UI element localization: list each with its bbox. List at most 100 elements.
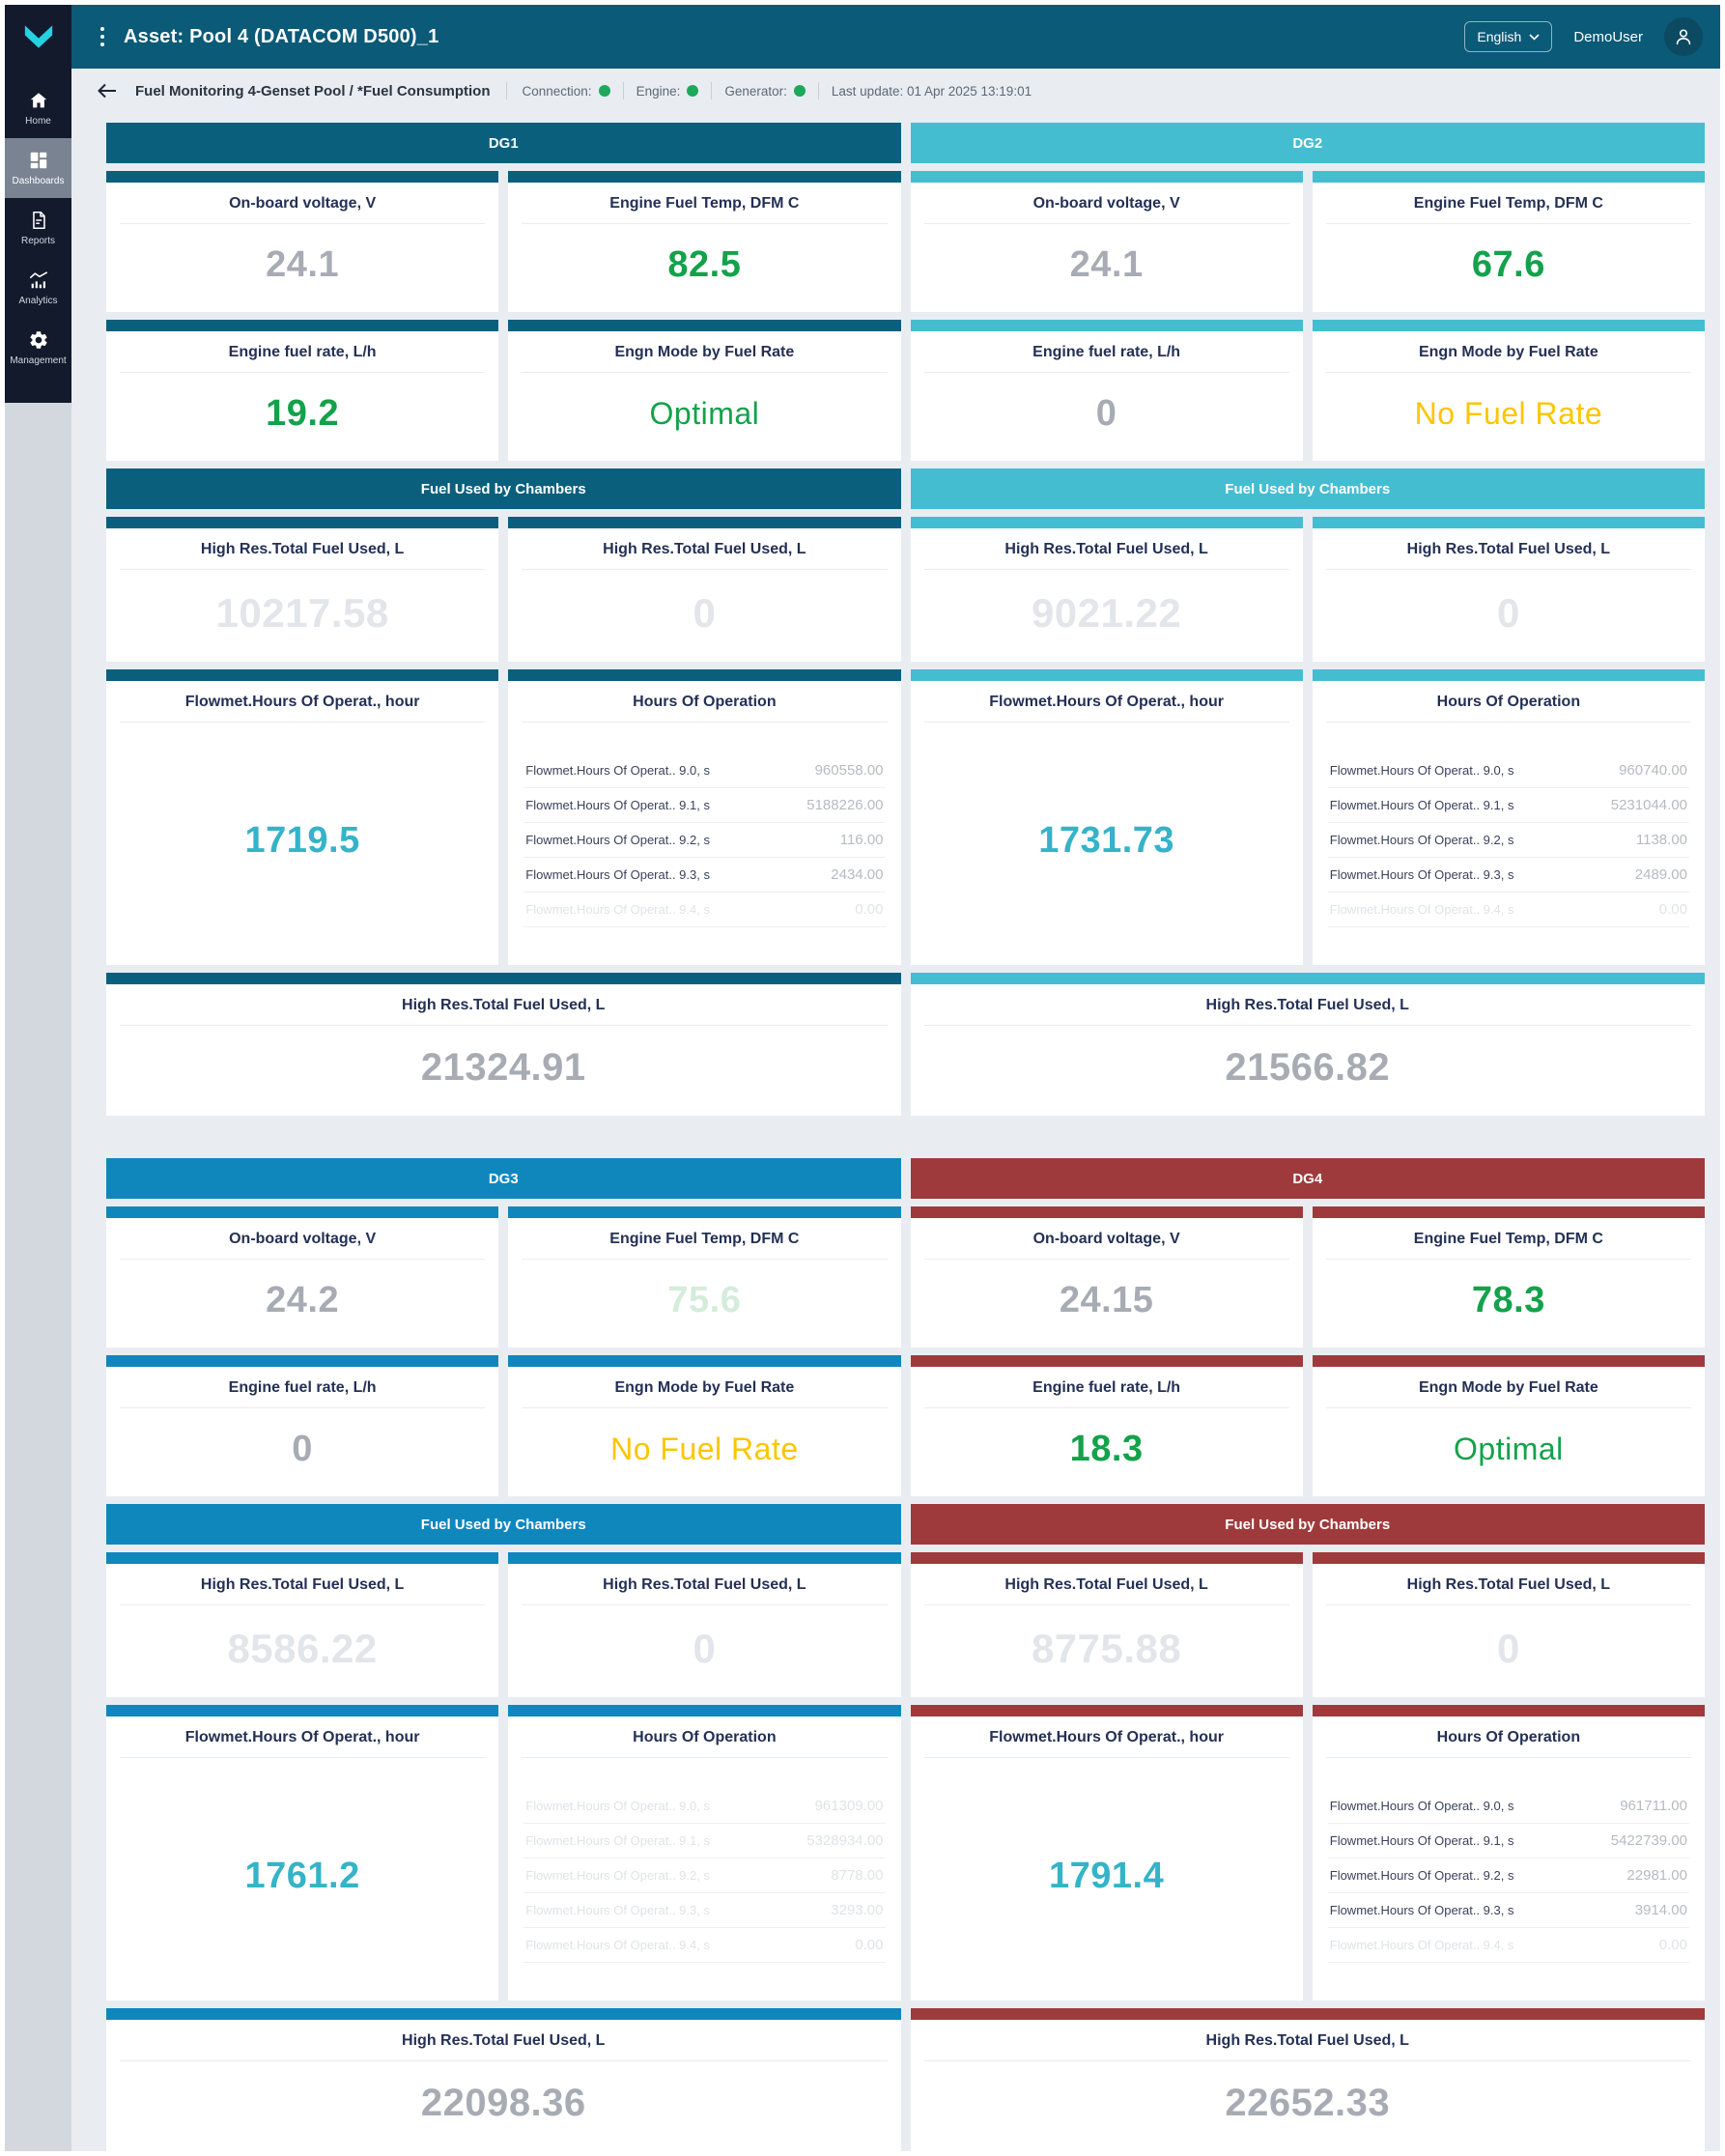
total-fuel-value: 22652.33 <box>1225 2082 1391 2124</box>
tile-color-strip <box>106 517 499 528</box>
hours-row-label: Flowmet.Hours Of Operat.. 9.0, s <box>1329 1798 1514 1813</box>
back-button[interactable] <box>93 78 122 103</box>
chamber1-fuel-tile: High Res.Total Fuel Used, L 8586.22 <box>106 1552 499 1697</box>
tile-title: High Res.Total Fuel Used, L <box>923 984 1691 1026</box>
voltage-value: 24.1 <box>266 244 340 285</box>
hours-row-value: 3914.00 <box>1634 1901 1687 1918</box>
tile-title: Engine Fuel Temp, DFM C <box>522 1218 888 1260</box>
chamber1-fuel-tile: High Res.Total Fuel Used, L 8775.88 <box>910 1552 1303 1697</box>
hours-row-value: 1138.00 <box>1635 831 1687 848</box>
tile-color-strip <box>508 669 901 681</box>
reports-icon <box>32 211 45 230</box>
fuel-temp-value: 75.6 <box>667 1280 742 1320</box>
hours-row-label: Flowmet.Hours Of Operat.. 9.2, s <box>525 832 710 847</box>
tile-title: High Res.Total Fuel Used, L <box>522 528 888 570</box>
hours-row-value: 0.00 <box>855 900 884 918</box>
hours-row-label: Flowmet.Hours Of Operat.. 9.2, s <box>1329 1867 1514 1883</box>
hours-row: Flowmet.Hours Of Operat.. 9.4, s 0.00 <box>523 1928 886 1963</box>
tile-title: Engn Mode by Fuel Rate <box>522 1367 888 1408</box>
sidebar-item-analytics[interactable]: Analytics <box>5 258 71 318</box>
tile-color-strip <box>910 1705 1303 1716</box>
genset-grid: DG1 On-board voltage, V 24.1 Engine Fuel… <box>106 123 1705 2151</box>
hours-row-label: Flowmet.Hours Of Operat.. 9.4, s <box>1329 901 1514 917</box>
tile-color-strip <box>910 669 1303 681</box>
hours-of-operation-tile: Hours Of Operation Flowmet.Hours Of Oper… <box>1312 669 1705 965</box>
last-update: Last update: 01 Apr 2025 13:19:01 <box>831 83 1032 99</box>
sidebar-item-management[interactable]: Management <box>5 318 71 378</box>
tile-color-strip <box>106 1206 499 1218</box>
tile-title: Flowmet.Hours Of Operat., hour <box>120 681 486 723</box>
flowmeter-hours-value: 1731.73 <box>1038 820 1175 861</box>
hours-row-label: Flowmet.Hours Of Operat.. 9.4, s <box>525 1937 710 1952</box>
hours-row-label: Flowmet.Hours Of Operat.. 9.3, s <box>1329 866 1514 882</box>
hours-row-label: Flowmet.Hours Of Operat.. 9.3, s <box>525 866 710 882</box>
hours-row: Flowmet.Hours Of Operat.. 9.4, s 0.00 <box>523 893 886 927</box>
fuel-rate-value: 19.2 <box>266 393 340 434</box>
genset-panel: DG3 On-board voltage, V 24.2 Engine Fuel… <box>106 1158 901 2151</box>
chamber2-fuel-value: 0 <box>693 589 717 636</box>
hours-of-operation-list: Flowmet.Hours Of Operat.. 9.0, s 961711.… <box>1313 1758 1705 2000</box>
language-selector[interactable]: English <box>1464 21 1553 52</box>
tile-title: Engine fuel rate, L/h <box>923 1367 1289 1408</box>
voltage-tile: On-board voltage, V 24.1 <box>106 171 499 312</box>
home-icon <box>30 93 46 108</box>
fuel-temp-tile: Engine Fuel Temp, DFM C 78.3 <box>1312 1206 1705 1348</box>
kebab-menu-icon[interactable] <box>100 27 104 46</box>
chamber1-fuel-tile: High Res.Total Fuel Used, L 10217.58 <box>106 517 499 662</box>
main-content: Fuel Monitoring 4-Genset Pool / *Fuel Co… <box>71 69 1720 2151</box>
fuel-temp-value: 78.3 <box>1471 1280 1545 1320</box>
chamber2-fuel-value: 0 <box>1496 1625 1520 1671</box>
hours-row-label: Flowmet.Hours Of Operat.. 9.4, s <box>1329 1937 1514 1952</box>
hours-row-label: Flowmet.Hours Of Operat.. 9.4, s <box>525 901 710 917</box>
hours-row: Flowmet.Hours Of Operat.. 9.0, s 961309.… <box>523 1789 886 1824</box>
engine-mode-value: No Fuel Rate <box>1414 396 1603 431</box>
hours-row: Flowmet.Hours Of Operat.. 9.2, s 1138.00 <box>1327 823 1689 858</box>
hours-row-label: Flowmet.Hours Of Operat.. 9.3, s <box>525 1902 710 1917</box>
fuel-temp-tile: Engine Fuel Temp, DFM C 75.6 <box>508 1206 901 1348</box>
hours-row-value: 3293.00 <box>831 1901 884 1918</box>
tile-title: High Res.Total Fuel Used, L <box>1325 528 1691 570</box>
hours-row-label: Flowmet.Hours Of Operat.. 9.0, s <box>525 762 710 778</box>
tile-color-strip <box>106 320 499 331</box>
tile-color-strip <box>106 171 499 183</box>
tile-color-strip <box>1312 1206 1705 1218</box>
tile-title: Engine Fuel Temp, DFM C <box>1325 1218 1691 1260</box>
hours-row-label: Flowmet.Hours Of Operat.. 9.3, s <box>1329 1902 1514 1917</box>
total-fuel-value: 21324.91 <box>420 1046 586 1089</box>
hours-row: Flowmet.Hours Of Operat.. 9.1, s 5422739… <box>1327 1824 1689 1858</box>
tile-title: Engn Mode by Fuel Rate <box>522 331 888 373</box>
chamber1-fuel-value: 10217.58 <box>215 589 389 636</box>
sidebar-item-reports[interactable]: Reports <box>5 198 71 258</box>
tile-title: Engine fuel rate, L/h <box>120 1367 486 1408</box>
user-avatar[interactable] <box>1664 17 1703 56</box>
tile-color-strip <box>910 1552 1303 1564</box>
hours-row: Flowmet.Hours Of Operat.. 9.2, s 8778.00 <box>523 1858 886 1893</box>
chamber1-fuel-value: 8586.22 <box>227 1625 378 1671</box>
hours-row: Flowmet.Hours Of Operat.. 9.3, s 2489.00 <box>1327 858 1689 893</box>
breadcrumb: Fuel Monitoring 4-Genset Pool / *Fuel Co… <box>135 82 491 99</box>
hours-row: Flowmet.Hours Of Operat.. 9.4, s 0.00 <box>1327 1928 1689 1963</box>
brand-logo[interactable] <box>5 5 71 69</box>
sidebar-item-home[interactable]: Home <box>5 78 71 138</box>
hours-row-value: 2434.00 <box>831 865 884 883</box>
fuel-rate-tile: Engine fuel rate, L/h 0 <box>106 1355 499 1496</box>
sidebar-item-label: Management <box>10 355 67 366</box>
hours-row-value: 5231044.00 <box>1610 796 1687 813</box>
hours-row-value: 960558.00 <box>814 761 884 779</box>
flowmeter-hours-tile: Flowmet.Hours Of Operat., hour 1791.4 <box>910 1705 1303 2000</box>
hours-row-value: 5188226.00 <box>806 796 884 813</box>
tile-color-strip <box>508 171 901 183</box>
top-bar: Asset: Pool 4 (DATACOM D500)_1 English D… <box>5 5 1720 69</box>
status-dot <box>793 85 806 97</box>
tile-title: Hours Of Operation <box>522 1716 888 1758</box>
hours-of-operation-list: Flowmet.Hours Of Operat.. 9.0, s 960558.… <box>508 723 900 965</box>
genset-header: DG4 <box>910 1158 1705 1199</box>
tile-color-strip <box>106 1705 499 1716</box>
tile-title: High Res.Total Fuel Used, L <box>923 2020 1691 2061</box>
sidebar-item-dashboards[interactable]: Dashboards <box>5 138 71 198</box>
tile-color-strip <box>508 320 901 331</box>
total-fuel-tile: High Res.Total Fuel Used, L 21324.91 <box>106 973 901 1116</box>
divider <box>711 82 713 99</box>
tile-color-strip <box>910 320 1303 331</box>
